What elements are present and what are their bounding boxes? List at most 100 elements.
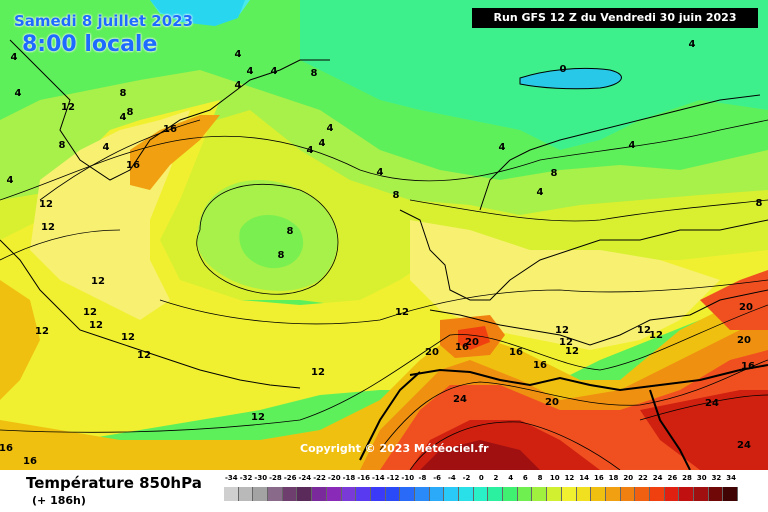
contour-label: 16 [533,360,547,371]
contour-label: 8 [311,68,318,79]
legend-swatch [679,487,694,501]
contour-label: 4 [629,140,636,151]
contour-label: 4 [271,66,278,77]
legend-tick: -12 [387,474,400,482]
legend-tick: -26 [284,474,297,482]
legend-swatch [415,487,430,501]
legend-swatch [547,487,562,501]
contour-label: 4 [235,49,242,60]
contour-label: 12 [121,332,135,343]
contour-label: 12 [35,326,49,337]
legend-swatch [268,487,283,501]
legend-tick: 22 [638,474,648,482]
legend-swatch [694,487,709,501]
legend-ticks: -34 -32 -30 -28 -26 -24 -22 -20 -18 -16 -14 -12 -10-… [224,474,754,486]
contour-label: 12 [555,325,569,336]
legend-swatch [327,487,342,501]
contour-label: 8 [756,198,763,209]
legend-swatch [650,487,665,501]
contour-label: 4 [327,123,334,134]
footer-bar: Température 850hPa (+ 186h) -34 -32 -30 -28… [0,470,768,512]
legend-tick: -16 [357,474,370,482]
contour-label: 12 [395,307,409,318]
legend-swatch [253,487,268,501]
legend-swatch [606,487,621,501]
legend-tick: -22 [313,474,326,482]
contour-label: 20 [739,302,753,313]
contour-label: 8 [551,168,558,179]
contour-label: 24 [737,440,751,451]
legend-tick: 28 [682,474,692,482]
legend-tick: 8 [538,474,543,482]
contour-label: 12 [89,320,103,331]
legend-swatch [562,487,577,501]
contour-label: 12 [41,222,55,233]
contour-label: 20 [425,347,439,358]
contour-label: 16 [741,361,755,372]
legend-swatch [371,487,386,501]
legend-tick: 34 [726,474,736,482]
legend-tick: 24 [653,474,663,482]
contour-label: 0 [560,64,567,75]
legend-swatch [518,487,533,501]
legend-swatch [635,487,650,501]
model-run-label: Run GFS 12 Z du Vendredi 30 juin 2023 [472,8,758,28]
legend-swatch [577,487,592,501]
legend-swatch [356,487,371,501]
contour-label: 4 [499,142,506,153]
contour-label: 12 [137,350,151,361]
contour-label: 4 [247,66,254,77]
legend-tick: 20 [623,474,633,482]
copyright-notice: Copyright © 2023 Météociel.fr [300,442,489,455]
contour-label: 4 [103,142,110,153]
contour-label: 4 [120,112,127,123]
forecast-date: Samedi 8 juillet 2023 [14,12,193,30]
contour-label: 24 [705,398,719,409]
legend-color-bar [224,487,754,501]
legend-swatch [444,487,459,501]
contour-label: 4 [537,187,544,198]
legend-tick: -2 [463,474,471,482]
legend-swatch [488,487,503,501]
legend-tick: -28 [269,474,282,482]
legend-swatch [621,487,636,501]
contour-label: 12 [649,330,663,341]
legend-swatch [400,487,415,501]
contour-label: 24 [453,394,467,405]
contour-label: 12 [565,346,579,357]
contour-label: 12 [311,367,325,378]
contour-label: 4 [319,138,326,149]
contour-label: 12 [91,276,105,287]
legend-swatch [503,487,518,501]
legend-swatch [532,487,547,501]
legend-swatch [474,487,489,501]
legend-swatch [709,487,724,501]
contour-label: 12 [83,307,97,318]
legend-tick: -4 [448,474,456,482]
legend-tick: 4 [508,474,513,482]
legend-swatch [239,487,254,501]
contour-label: 8 [393,190,400,201]
legend-tick: -14 [372,474,385,482]
contour-label: 12 [39,199,53,210]
contour-label: 16 [163,124,177,135]
contour-label: 16 [0,443,13,454]
contour-label: 20 [545,397,559,408]
legend-tick: -8 [419,474,427,482]
legend-tick: 14 [579,474,589,482]
legend-tick: -20 [328,474,341,482]
contour-label: 16 [23,456,37,467]
legend-tick: -34 [225,474,238,482]
legend-swatch [224,487,239,501]
legend-swatch [430,487,445,501]
legend-tick: -6 [433,474,441,482]
legend-tick: -30 [254,474,267,482]
contour-label: 8 [120,88,127,99]
contour-label: 4 [11,52,18,63]
legend-swatch [723,487,738,501]
legend-tick: 32 [712,474,722,482]
contour-label: 8 [278,250,285,261]
contour-label: 4 [307,145,314,156]
